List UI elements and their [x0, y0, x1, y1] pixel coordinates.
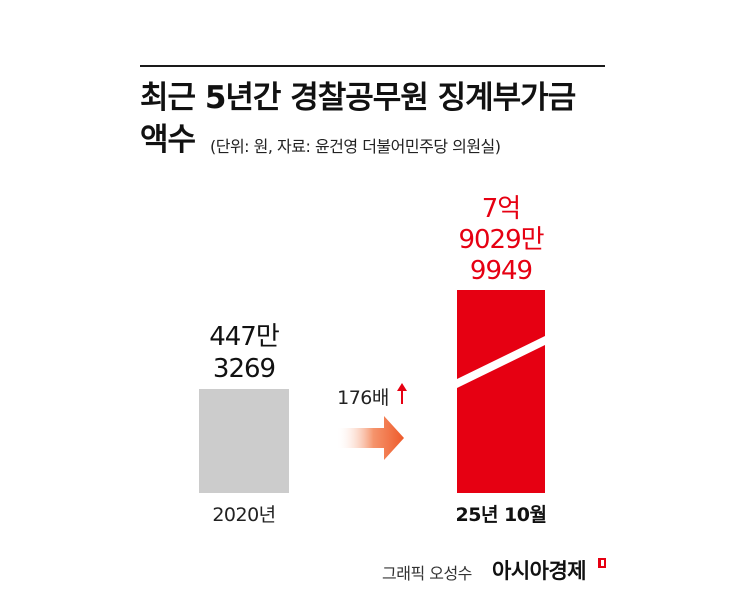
graphic-credit: 그래픽 오성수 [382, 564, 472, 583]
value-label-2020-line1: 447만 [209, 322, 279, 352]
value-label-2025-line1: 7억 [482, 194, 520, 224]
brand-mark-icon [598, 558, 606, 568]
chart-title-line2: 액수 [140, 122, 196, 158]
up-arrow-icon [397, 383, 407, 404]
chart-subtitle: (단위: 원, 자료: 윤건영 더불어민주당 의원실) [210, 137, 501, 156]
growth-arrow-icon [336, 416, 404, 460]
brand-logo: 아시아경제 [492, 559, 587, 583]
category-label-2020: 2020년 [212, 504, 275, 526]
category-label-2025-10: 25년 10월 [456, 504, 547, 526]
bar-2020 [199, 389, 289, 493]
axis-break-stripe [457, 336, 545, 388]
value-label-2020-line2: 3269 [213, 354, 275, 384]
bar-2025-10 [457, 290, 545, 493]
chart-title: 최근 5년간 경찰공무원 징계부가금 [140, 80, 576, 116]
value-label-2025-line2: 9029만 [458, 225, 543, 255]
top-rule [140, 65, 605, 67]
growth-annotation: 176배 [337, 387, 389, 409]
value-label-2025-line3: 9949 [470, 256, 532, 286]
